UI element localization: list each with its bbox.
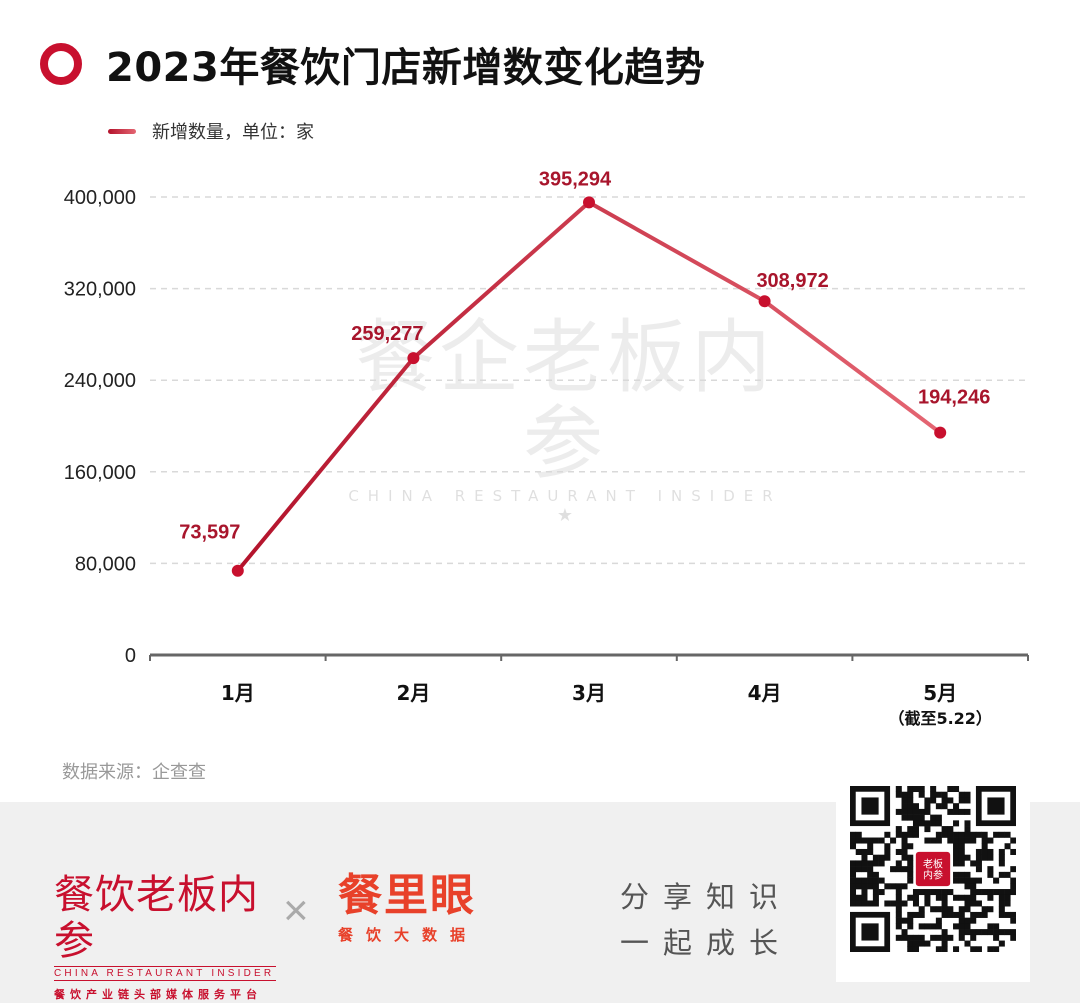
brand1-english: CHINA RESTAURANT INSIDER xyxy=(54,966,276,981)
data-point xyxy=(583,196,595,209)
x-tick-note: （截至5.22） xyxy=(888,709,991,728)
slogan-line-1: 分享知识 xyxy=(620,880,793,914)
data-point xyxy=(231,564,244,577)
brand2-name: 餐里眼 xyxy=(338,870,476,921)
data-label: 395,294 xyxy=(539,168,612,190)
series: 73,597 259,277 395,294 308,972 194,246 xyxy=(179,168,990,577)
x-tick-label: 4月 xyxy=(748,681,782,705)
qr-code-icon: 老板内参 xyxy=(850,786,1016,952)
cross-icon: × xyxy=(283,886,309,935)
brand1-tagline: 餐饮产业链头部媒体服务平台 xyxy=(54,989,262,1001)
data-label: 194,246 xyxy=(918,387,990,409)
y-tick-label: 80,000 xyxy=(75,553,136,575)
data-label: 259,277 xyxy=(351,323,423,345)
footer: 餐饮老板内参 CHINA RESTAURANT INSIDER 餐饮产业链头部媒… xyxy=(0,768,1080,1003)
data-point xyxy=(934,426,947,439)
y-tick-label: 240,000 xyxy=(64,370,136,392)
qr-logo-text: 老板 xyxy=(923,857,943,870)
legend: 新增数量，单位：家 xyxy=(108,118,314,144)
brand1-name: 餐饮老板内参 xyxy=(54,872,259,964)
x-axis: 1月 2月 3月 4月 5月 （截至5.22） xyxy=(149,653,1029,728)
y-tick-label: 400,000 xyxy=(64,187,136,209)
data-label: 73,597 xyxy=(179,522,240,544)
y-tick-label: 320,000 xyxy=(64,279,136,301)
x-tick-label: 2月 xyxy=(396,681,430,705)
line-chart: 0 80,000 160,000 240,000 320,000 400,000 1月 2月… xyxy=(64,168,1029,728)
legend-label: 新增数量，单位：家 xyxy=(152,122,314,143)
x-tick-label: 3月 xyxy=(572,681,606,705)
brand2-tagline: 餐饮大数据 xyxy=(338,927,479,944)
y-axis: 0 80,000 160,000 240,000 320,000 400,000 xyxy=(64,187,136,667)
brand-logo-1: 餐饮老板内参 CHINA RESTAURANT INSIDER 餐饮产业链头部媒… xyxy=(54,872,276,1002)
data-source: 数据来源：企查查 xyxy=(62,762,206,783)
chart-title: 2023年餐饮门店新增数变化趋势 xyxy=(106,45,706,91)
data-point xyxy=(407,352,420,365)
legend-swatch xyxy=(108,128,136,134)
qr-code[interactable]: 老板 内参 xyxy=(836,768,1030,982)
grid-lines xyxy=(150,196,1028,565)
data-label: 308,972 xyxy=(756,270,828,292)
brand-logo-2: 餐里眼 餐饮大数据 xyxy=(338,872,478,945)
data-point xyxy=(758,295,771,308)
slogan-line-2: 一起成长 xyxy=(620,926,793,960)
y-tick-label: 160,000 xyxy=(64,462,136,484)
x-tick-label: 1月 xyxy=(221,681,255,705)
qr-logo-text: 内参 xyxy=(923,868,943,881)
x-tick-label: 5月 xyxy=(923,681,957,705)
ring-icon xyxy=(40,43,82,85)
qr-logo xyxy=(915,851,951,887)
chart-header: 2023年餐饮门店新增数变化趋势 xyxy=(40,38,706,91)
series-line xyxy=(235,200,943,573)
y-tick-label: 0 xyxy=(125,645,136,667)
slogan: 分享知识 一起成长 xyxy=(620,874,792,966)
